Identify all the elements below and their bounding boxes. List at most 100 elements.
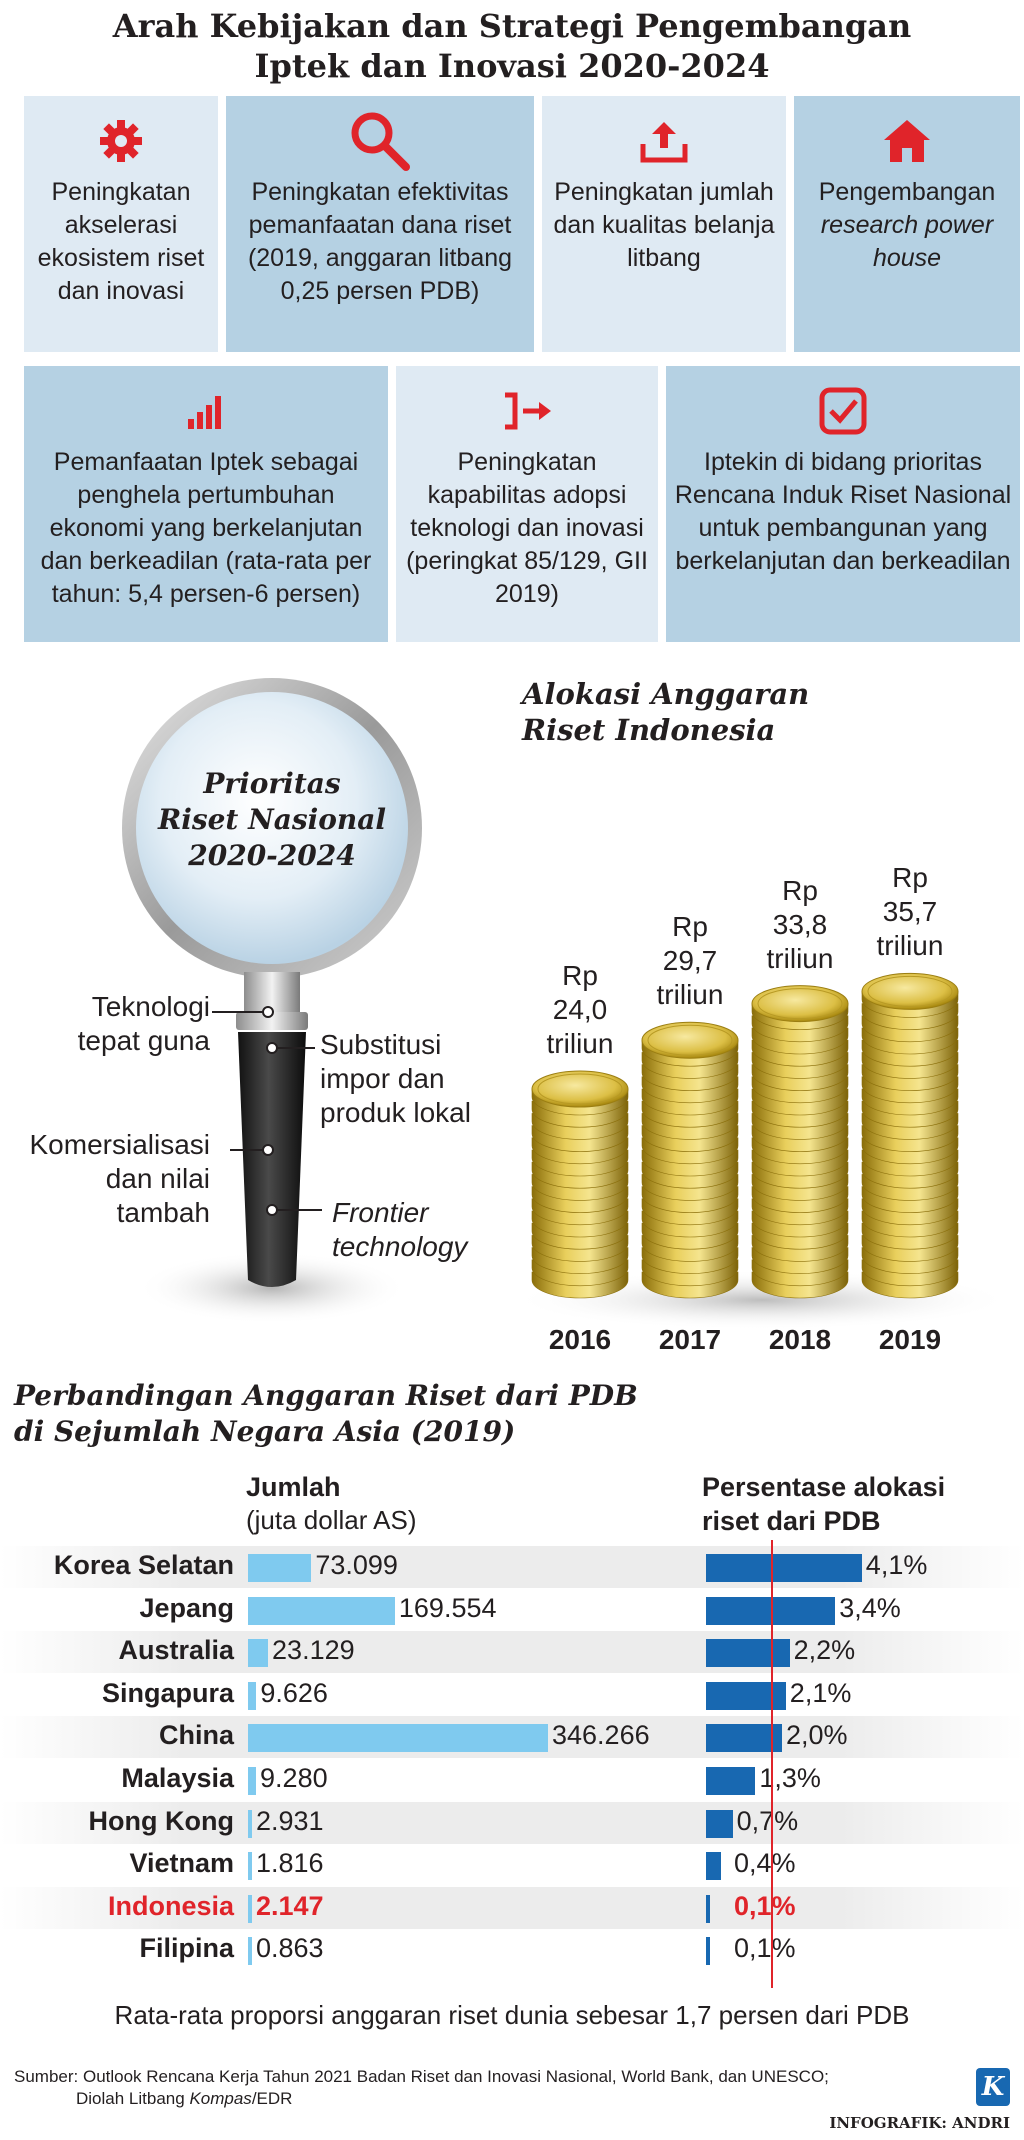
priority-title-2: Riset Nasional	[157, 803, 387, 836]
policy-box-6: Peningkatan kapabilitas adopsi teknologi…	[396, 366, 658, 642]
country-label: Filipina	[139, 1933, 235, 1964]
jumlah-bar	[248, 1554, 312, 1582]
priority-item-1-line2: tepat guna	[77, 1025, 210, 1056]
persen-bar	[706, 1937, 710, 1966]
coin-chart-title: Alokasi Anggaran Riset Indonesia	[522, 676, 809, 748]
priority-item-2-line2: impor dan	[320, 1063, 445, 1094]
source-line-2: Diolah Litbang Kompas/EDR	[14, 2088, 829, 2110]
table-row: Hong Kong 2.931 0,7%	[0, 1801, 1024, 1844]
table-row: Filipina 0.863 0,1%	[0, 1929, 1024, 1971]
jumlah-bar	[248, 1596, 395, 1625]
country-label: Vietnam	[129, 1848, 234, 1879]
jumlah-value: 0.863	[256, 1933, 324, 1964]
country-label: Australia	[118, 1635, 234, 1666]
coin-chart-title-line1: Alokasi Anggaran	[522, 677, 810, 711]
coin-value-label-2019: Rp 35,7 triliun	[845, 861, 975, 963]
title-line-2: Iptek dan Inovasi 2020-2024	[254, 47, 770, 85]
jumlah-value: 346.266	[552, 1720, 650, 1751]
policy-text-4: Pengembangan research power house	[794, 176, 1020, 275]
priority-item-3: Komersialisasi dan nilai tambah	[0, 1128, 211, 1230]
source-note: Sumber: Outlook Rencana Kerja Tahun 2021…	[14, 2066, 829, 2110]
coin-label-num: 24,0	[552, 994, 608, 1025]
jumlah-bar	[248, 1639, 269, 1668]
country-label: China	[158, 1720, 234, 1751]
coin-label-unit: triliun	[876, 930, 944, 962]
jumlah-bar	[248, 1724, 548, 1753]
gear-icon	[98, 110, 144, 172]
policy-box-7: Iptekin di bidang prioritas Rencana Indu…	[666, 366, 1020, 642]
table-row: Vietnam 1.816 0,4%	[0, 1844, 1024, 1886]
persen-bar	[706, 1724, 782, 1753]
table-row: Singapura 9.626 2,1%	[0, 1674, 1024, 1716]
country-label: Indonesia	[107, 1890, 234, 1921]
jumlah-bar	[248, 1852, 252, 1881]
policy-text-3: Peningkatan jumlah dan kualitas belanja …	[553, 178, 775, 272]
table-row: Malaysia 9.280 1,3%	[0, 1759, 1024, 1801]
title-line-1: Arah Kebijakan dan Strategi Pengembangan	[112, 7, 912, 45]
coin-value-label-2018: Rp 33,8 triliun	[735, 874, 865, 976]
jumlah-bar	[248, 1681, 257, 1710]
jumlah-value: 169.554	[398, 1592, 497, 1623]
coin-stack-2017	[641, 1021, 739, 1299]
table-row: China 346.266 2,0%	[0, 1716, 1024, 1759]
year-label-2019: 2019	[878, 1324, 942, 1355]
policy-box-2: Peningkatan efektivitas pemanfaatan dana…	[226, 96, 534, 352]
priority-item-2-line1: Substitusi	[320, 1029, 442, 1060]
jumlah-value: 9.626	[260, 1677, 328, 1708]
kompas-logo: K	[976, 2068, 1010, 2106]
jumlah-bar	[248, 1937, 252, 1966]
source-line-2-prefix: Diolah Litbang	[76, 2089, 185, 2108]
persen-value: 0,4%	[734, 1848, 796, 1879]
house-icon	[882, 110, 932, 172]
infographic-credit: INFOGRAFIK: ANDRI	[829, 2114, 1010, 2132]
jumlah-value: 9.280	[260, 1763, 328, 1793]
persen-bar	[706, 1809, 733, 1838]
policy-box-3: Peningkatan jumlah dan kualitas belanja …	[542, 96, 786, 352]
world-average-reference-line	[770, 1540, 773, 1988]
comparison-title: Perbandingan Anggaran Riset dari PDB di …	[14, 1378, 638, 1450]
priority-item-4-line1: Frontier	[332, 1197, 429, 1228]
jumlah-value: 1.816	[256, 1848, 324, 1879]
jumlah-bar	[248, 1767, 257, 1795]
column-head-jumlah: Jumlah	[246, 1472, 341, 1502]
coin-label-num: 35,7	[882, 896, 938, 928]
country-label: Korea Selatan	[53, 1550, 234, 1580]
persen-value: 2,0%	[786, 1720, 848, 1751]
table-row: Australia 23.129 2,2%	[0, 1631, 1024, 1674]
page-title: Arah Kebijakan dan Strategi Pengembangan…	[0, 6, 1024, 86]
policy-text-6: Peningkatan kapabilitas adopsi teknologi…	[406, 448, 648, 608]
coin-value-label-2017: Rp 29,7 triliun	[625, 910, 755, 1012]
table-row: Jepang 169.554 3,4%	[0, 1589, 1024, 1631]
policy-text-4-italic: research power house	[820, 211, 994, 272]
column-head-persen: Persentase alokasi riset dari PDB	[702, 1470, 945, 1538]
table-row: Indonesia 2.147 0,1%	[0, 1886, 1024, 1929]
persen-value: 2,1%	[789, 1677, 852, 1708]
bar-chart-icon	[186, 380, 226, 442]
world-average-note: Rata-rata proporsi anggaran riset dunia …	[114, 2000, 910, 2030]
persen-bar	[706, 1894, 710, 1923]
policy-box-5: Pemanfaatan Iptek sebagai penghela pertu…	[24, 366, 388, 642]
coin-label-pre: Rp	[782, 874, 818, 906]
jumlah-value: 2.147	[256, 1890, 324, 1921]
comparison-title-line1: Perbandingan Anggaran Riset dari PDB	[14, 1379, 638, 1412]
jumlah-value: 2.931	[256, 1805, 324, 1836]
magnifying-glass-illustration	[122, 678, 422, 1324]
coin-stack-2018	[751, 985, 849, 1299]
coin-chart-title-line2: Riset Indonesia	[522, 713, 776, 747]
persen-bar	[706, 1681, 786, 1710]
persen-value: 0,1%	[734, 1933, 796, 1964]
source-line-2-italic: Kompas	[189, 2089, 252, 2108]
year-label-2018: 2018	[768, 1324, 832, 1355]
priority-item-3-line1: Komersialisasi	[29, 1129, 211, 1160]
policy-text-1: Peningkatan akselerasi ekosistem riset d…	[37, 178, 205, 305]
persen-value: 0,1%	[734, 1890, 796, 1921]
coin-label-pre: Rp	[562, 960, 598, 991]
jumlah-bar	[248, 1894, 252, 1923]
priority-item-4-line2: technology	[332, 1231, 468, 1262]
persen-bar	[706, 1639, 790, 1668]
persen-value: 2,2%	[793, 1635, 856, 1666]
persen-bar	[706, 1554, 862, 1582]
country-label: Malaysia	[121, 1763, 234, 1793]
policy-box-1: Peningkatan akselerasi ekosistem riset d…	[24, 96, 218, 352]
coin-label-num: 33,8	[772, 908, 828, 940]
